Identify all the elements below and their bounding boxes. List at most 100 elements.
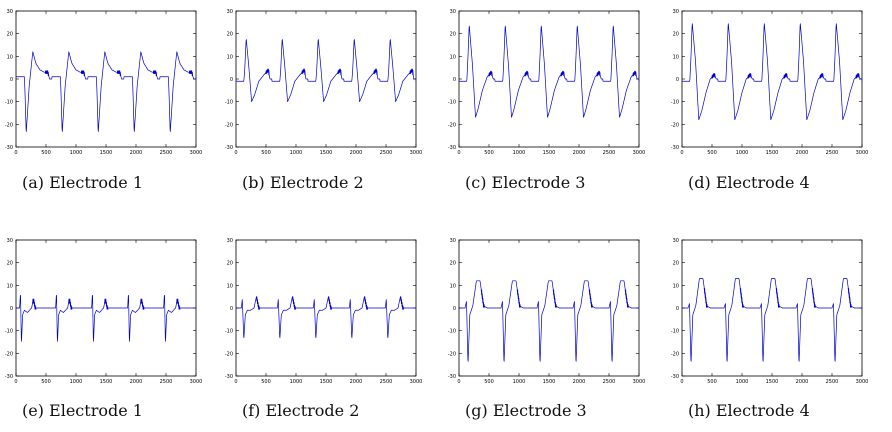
x-tick-label: 1000 <box>513 379 526 385</box>
signal-noise-segment <box>711 73 716 79</box>
signal-series <box>235 296 417 339</box>
signal-series <box>458 280 640 362</box>
x-tick-label: 0 <box>680 150 683 156</box>
signal-noise-segment <box>819 73 824 79</box>
signal-noise-segment <box>855 73 860 79</box>
signal-noise-segment <box>363 296 368 310</box>
x-tick-label: 3000 <box>190 150 203 156</box>
x-tick-label: 1500 <box>100 150 113 156</box>
y-tick-label: 10 <box>673 54 679 60</box>
x-tick-label: 2000 <box>350 150 363 156</box>
axes-frame <box>15 10 197 148</box>
y-tick-label: 0 <box>676 77 679 83</box>
x-tick-label: 2500 <box>380 150 393 156</box>
y-tick-label: -30 <box>671 374 679 380</box>
signal-noise-segment <box>588 289 593 308</box>
y-tick-label: 30 <box>7 238 13 244</box>
y-tick-label: -10 <box>671 329 679 335</box>
y-tick-label: -30 <box>448 145 456 151</box>
panel-caption: (f) Electrode 2 <box>242 401 360 420</box>
signal-noise-segment <box>265 68 270 76</box>
x-tick-label: 2500 <box>603 150 616 156</box>
y-tick-label: 0 <box>676 306 679 312</box>
x-tick-label: 1000 <box>736 379 749 385</box>
x-tick-label: 1000 <box>290 379 303 385</box>
x-tick-label: 3000 <box>410 150 423 156</box>
y-tick-label: 10 <box>450 283 456 289</box>
x-tick-label: 2000 <box>573 379 586 385</box>
y-tick-label: -30 <box>5 145 13 151</box>
x-tick-label: 3000 <box>856 150 869 156</box>
y-tick-label: 0 <box>230 306 233 312</box>
y-tick-label: -20 <box>671 351 679 357</box>
x-tick-label: 2000 <box>796 379 809 385</box>
signal-noise-segment <box>847 288 852 308</box>
signal-noise-segment <box>516 289 521 308</box>
x-tick-label: 0 <box>234 379 237 385</box>
panel-caption: (a) Electrode 1 <box>22 173 144 192</box>
y-tick-label: -10 <box>448 100 456 106</box>
x-tick-label: 2500 <box>826 150 839 156</box>
y-tick-label: 10 <box>227 283 233 289</box>
y-tick-label: -20 <box>225 351 233 357</box>
panel-caption: (h) Electrode 4 <box>688 401 810 420</box>
signal-noise-segment <box>140 298 145 310</box>
x-tick-label: 500 <box>484 379 494 385</box>
y-tick-label: 0 <box>230 77 233 83</box>
x-tick-label: 0 <box>14 379 17 385</box>
x-tick-label: 1500 <box>320 379 333 385</box>
panel-caption: (g) Electrode 3 <box>465 401 587 420</box>
x-tick-label: 3000 <box>633 150 646 156</box>
x-tick-label: 0 <box>457 150 460 156</box>
signal-noise-segment <box>480 289 485 308</box>
y-tick-label: 0 <box>10 306 13 312</box>
y-tick-label: -20 <box>5 351 13 357</box>
plot-1: -30 -20 -10 0 10 20 30 0 500 1000 1500 2000 2500 3000 <box>5 9 203 156</box>
signal-noise-segment <box>488 70 493 77</box>
y-tick-label: 20 <box>7 32 13 38</box>
signal-noise-segment <box>399 296 404 310</box>
signal-noise-segment <box>739 288 744 308</box>
axes-frame <box>681 10 863 148</box>
signal-noise-segment <box>409 68 414 76</box>
plot-6: -30 -20 -10 0 10 20 30 0 500 1000 1500 2000 2500 3000 <box>225 238 423 385</box>
y-tick-label: 30 <box>450 238 456 244</box>
signal-noise-segment <box>301 68 306 76</box>
signal-noise-segment <box>291 296 296 310</box>
x-tick-label: 500 <box>41 379 51 385</box>
y-tick-label: 30 <box>673 9 679 15</box>
y-tick-label: -20 <box>448 122 456 128</box>
y-tick-label: 20 <box>450 261 456 267</box>
x-tick-label: 1500 <box>320 150 333 156</box>
y-tick-label: 10 <box>450 54 456 60</box>
y-tick-label: 20 <box>227 32 233 38</box>
x-tick-label: 2500 <box>380 379 393 385</box>
signal-noise-segment <box>32 298 37 310</box>
panel-caption: (b) Electrode 2 <box>242 173 364 192</box>
y-tick-label: -10 <box>225 100 233 106</box>
signal-noise-segment <box>783 73 788 79</box>
signal-noise-segment <box>337 68 342 76</box>
plot-3: -30 -20 -10 0 10 20 30 0 500 1000 1500 2000 2500 3000 <box>448 9 646 156</box>
x-tick-label: 2000 <box>796 150 809 156</box>
signal-noise-segment <box>624 289 629 308</box>
y-tick-label: -10 <box>5 100 13 106</box>
x-tick-label: 0 <box>14 150 17 156</box>
signal-noise-segment <box>255 296 260 310</box>
y-tick-label: 20 <box>673 32 679 38</box>
y-tick-label: 30 <box>450 9 456 15</box>
y-tick-label: 30 <box>227 9 233 15</box>
y-tick-label: -30 <box>225 145 233 151</box>
x-tick-label: 1000 <box>513 150 526 156</box>
signal-noise-segment <box>373 68 378 76</box>
x-tick-label: 500 <box>707 379 717 385</box>
x-tick-label: 2500 <box>160 150 173 156</box>
x-tick-label: 1000 <box>290 150 303 156</box>
x-tick-label: 3000 <box>633 379 646 385</box>
y-tick-label: 20 <box>673 261 679 267</box>
plot-5: -30 -20 -10 0 10 20 30 0 500 1000 1500 2000 2500 3000 <box>5 238 203 385</box>
y-tick-label: -30 <box>671 145 679 151</box>
plot-8: -30 -20 -10 0 10 20 30 0 500 1000 1500 2000 2500 3000 <box>671 238 869 385</box>
x-tick-label: 2000 <box>573 150 586 156</box>
signal-noise-segment <box>152 70 157 77</box>
